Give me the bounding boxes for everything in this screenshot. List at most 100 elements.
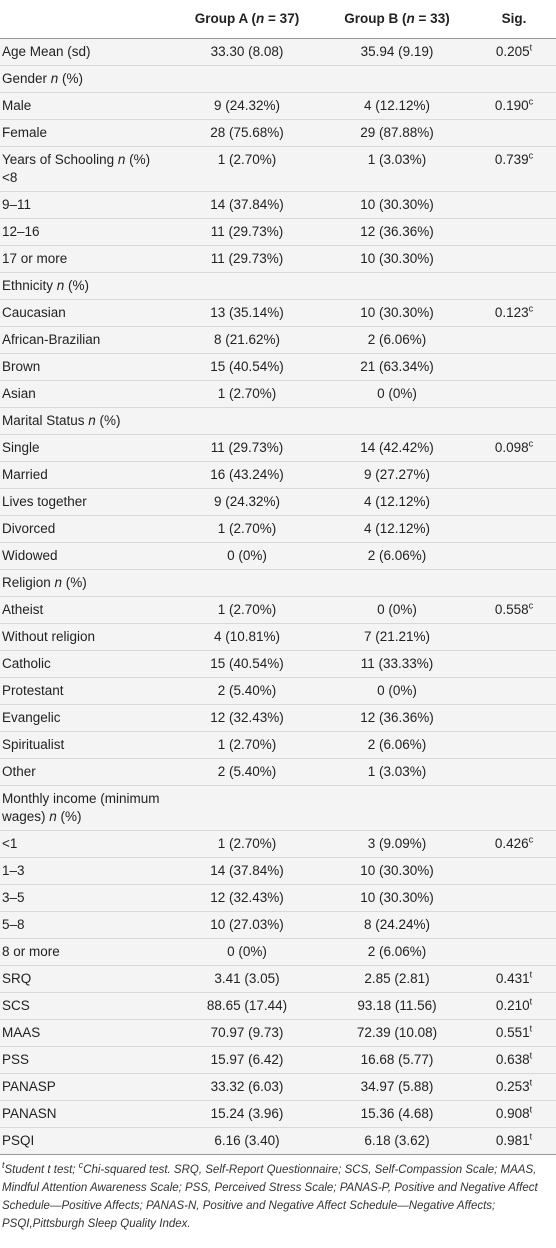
sig-cell: 0.190c — [472, 92, 556, 120]
cell-text: 29 (87.88%) — [360, 125, 434, 140]
group-a-cell: 1 (2.70%) — [172, 596, 322, 624]
group-a-cell — [172, 407, 322, 435]
footnote: tStudent t test; cChi-squared test. SRQ,… — [0, 1155, 556, 1233]
row-label: 8 or more — [0, 938, 172, 966]
group-b-cell: 12 (36.36%) — [322, 704, 472, 732]
text: Group A ( — [194, 11, 257, 26]
table-row: PSQI 6.16 (3.40) 6.18 (3.62) 0.981t — [0, 1127, 556, 1155]
row-label: Lives together — [0, 488, 172, 516]
footnote-text: Chi-squared test. SRQ, Self-Report Quest… — [2, 1164, 538, 1230]
sig-value: 0.739 — [494, 152, 529, 167]
cell-text: 28 (75.68%) — [210, 125, 284, 140]
group-a-cell: 15 (40.54%) — [172, 650, 322, 678]
row-label: PANASN — [0, 1100, 172, 1128]
group-a-cell: 28 (75.68%) — [172, 119, 322, 147]
text: SCS — [2, 998, 30, 1013]
group-b-cell: 2 (6.06%) — [322, 326, 472, 354]
cell-text: 2 (6.06%) — [367, 737, 427, 752]
table-row: African-Brazilian 8 (21.62%) 2 (6.06%) — [0, 326, 556, 354]
text: <1 — [2, 836, 18, 851]
row-label: SCS — [0, 992, 172, 1020]
group-a-cell: 4 (10.81%) — [172, 623, 322, 651]
cell-text: 2 (5.40%) — [217, 764, 277, 779]
sig-cell — [472, 353, 556, 381]
cell-text: 9 (24.32%) — [213, 494, 281, 509]
cell-text: 10 (30.30%) — [360, 197, 434, 212]
group-b-cell: 6.18 (3.62) — [322, 1127, 472, 1155]
group-b-cell: 1 (3.03%) — [322, 758, 472, 786]
sig-value: 0.426 — [494, 836, 529, 851]
sig-cell — [472, 488, 556, 516]
sig-cell: 0.123c — [472, 299, 556, 327]
table-row: Caucasian 13 (35.14%) 10 (30.30%) 0.123c — [0, 299, 556, 327]
table-row: Marital Status n (%) — [0, 407, 556, 435]
text: Gender — [2, 71, 51, 86]
group-a-cell: 33.30 (8.08) — [172, 38, 322, 66]
cell-text: 1 (2.70%) — [217, 737, 277, 752]
header-row: Group A (n = 37) Group B (n = 33) Sig. — [0, 0, 556, 39]
row-label: Gender n (%) — [0, 65, 172, 93]
table-row: 3–5 12 (32.43%) 10 (30.30%) — [0, 884, 556, 912]
row-label: 9–11 — [0, 191, 172, 219]
text: 9–11 — [2, 197, 32, 212]
text: (%) — [58, 71, 84, 86]
row-label: Atheist — [0, 596, 172, 624]
sig-cell: 0.558c — [472, 596, 556, 624]
row-label: Divorced — [0, 515, 172, 543]
row-label: Catholic — [0, 650, 172, 678]
row-label: Ethnicity n (%) — [0, 272, 172, 300]
text: Brown — [2, 359, 41, 374]
text: Years of Schooling — [2, 152, 118, 167]
row-label: Years of Schooling n (%) <8 — [0, 146, 172, 192]
footnote-superscript: c — [78, 1160, 84, 1171]
row-label: Asian — [0, 380, 172, 408]
group-a-cell — [172, 785, 322, 831]
italic-text: n — [56, 278, 65, 293]
text: (%) — [56, 809, 82, 824]
group-b-cell: 15.36 (4.68) — [322, 1100, 472, 1128]
cell-text: 21 (63.34%) — [360, 359, 434, 374]
cell-text: 88.65 (17.44) — [206, 998, 288, 1013]
cell-text: 10 (30.30%) — [360, 251, 434, 266]
sig-cell — [472, 569, 556, 597]
sig-cell — [472, 65, 556, 93]
group-a-cell: 0 (0%) — [172, 542, 322, 570]
text: Spiritualist — [2, 737, 65, 752]
row-label: Spiritualist — [0, 731, 172, 759]
row-label: African-Brazilian — [0, 326, 172, 354]
text: PSS — [2, 1052, 30, 1067]
group-a-cell: 12 (32.43%) — [172, 884, 322, 912]
sig-cell — [472, 884, 556, 912]
text: 5–8 — [2, 917, 25, 932]
italic-text: n — [256, 11, 265, 26]
cell-text: 2 (5.40%) — [217, 683, 277, 698]
text: Evangelic — [2, 710, 61, 725]
table-row: Religion n (%) — [0, 569, 556, 597]
sig-value: 0.098 — [494, 440, 529, 455]
footnote-text: Student t test; — [4, 1164, 79, 1176]
table-row: Age Mean (sd) 33.30 (8.08) 35.94 (9.19) 0.2… — [0, 38, 556, 66]
sig-superscript: c — [528, 303, 534, 314]
text: Male — [2, 98, 32, 113]
cell-text: 10 (30.30%) — [360, 863, 434, 878]
group-b-cell: 0 (0%) — [322, 596, 472, 624]
sig-cell — [472, 461, 556, 489]
text: = 37) — [264, 11, 300, 26]
group-b-cell: 10 (30.30%) — [322, 299, 472, 327]
cell-text: 9 (27.27%) — [363, 467, 431, 482]
cell-text: 6.16 (3.40) — [214, 1133, 280, 1148]
table-row: Catholic 15 (40.54%) 11 (33.33%) — [0, 650, 556, 678]
group-b-cell: 0 (0%) — [322, 677, 472, 705]
group-b-cell: 12 (36.36%) — [322, 218, 472, 246]
cell-text: 4 (12.12%) — [363, 521, 431, 536]
sig-cell — [472, 119, 556, 147]
text: Group B ( — [344, 11, 407, 26]
table-row: PSS 15.97 (6.42) 16.68 (5.77) 0.638t — [0, 1046, 556, 1074]
header-cell — [0, 0, 172, 39]
sig-superscript: t — [529, 1050, 533, 1061]
text: PSQI — [2, 1133, 35, 1148]
header-cell: Group B (n = 33) — [322, 0, 472, 39]
cell-text: 11 (29.73%) — [210, 224, 284, 239]
cell-text: 2 (6.06%) — [367, 332, 427, 347]
